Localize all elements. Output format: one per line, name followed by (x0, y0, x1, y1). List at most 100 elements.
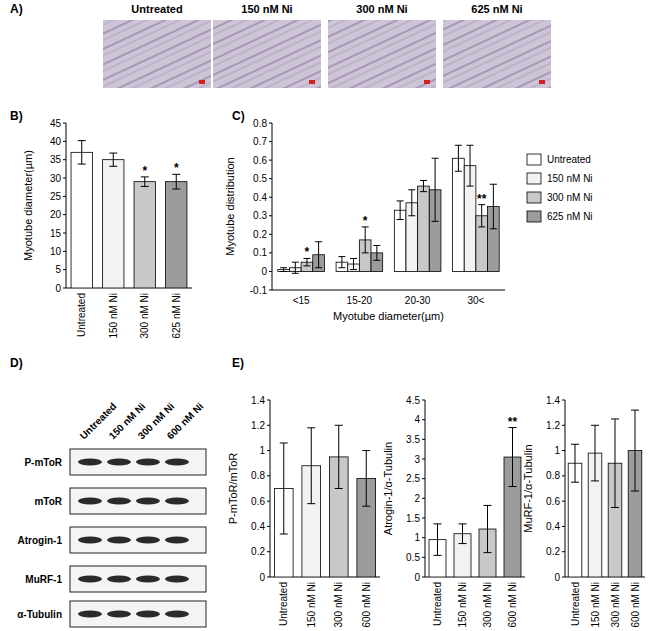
bar (134, 182, 155, 288)
bar (453, 158, 465, 271)
y-tick-label: 0.6 (546, 496, 560, 507)
error-cap (467, 186, 474, 187)
x-tick-label: 15-20 (347, 295, 373, 306)
error-cap (459, 543, 467, 544)
y-tick-label: 0.4 (546, 521, 560, 532)
y-tick (269, 290, 272, 291)
micrograph: 625 nM Ni (443, 3, 551, 88)
blot-row: P-mToR (24, 449, 206, 475)
band (107, 576, 131, 583)
error-line (283, 443, 284, 534)
blot-frame (70, 488, 206, 514)
error-cap (362, 506, 370, 507)
legend-swatch (527, 173, 541, 184)
band (136, 576, 160, 583)
bar (166, 182, 187, 288)
error-cap (432, 158, 439, 159)
y-tick (562, 450, 565, 451)
error-cap (571, 482, 579, 483)
error-bar (408, 190, 415, 216)
y-tick (422, 557, 425, 558)
y-tick (269, 141, 272, 142)
y-tick (422, 498, 425, 499)
y-tick-label: 5 (55, 264, 61, 275)
x-tick-label: Untreated (76, 293, 87, 337)
error-cap (420, 180, 427, 181)
error-cap (591, 480, 599, 481)
error-bar (467, 145, 474, 186)
y-tick (422, 419, 425, 420)
blot-row: MuRF-1 (25, 566, 206, 592)
error-bar (280, 443, 288, 534)
error-bar (303, 258, 310, 265)
legend-label: 625 nM Ni (547, 211, 593, 222)
y-tick (267, 551, 270, 552)
y-tick-label: 0.4 (251, 521, 265, 532)
y-tick (63, 196, 66, 197)
y-tick-label: 1.4 (251, 395, 265, 406)
y-tick (63, 214, 66, 215)
band (136, 537, 160, 544)
y-tick-label: 2.5 (406, 473, 420, 484)
error-cap (338, 256, 345, 257)
y-tick-label: 1 (554, 445, 560, 456)
scale-bar (199, 80, 205, 84)
y-axis-label: MuRF-1/α-Tubulin (522, 444, 534, 532)
legend-swatch (527, 192, 541, 203)
band (78, 459, 102, 466)
y-tick-label: 3.5 (406, 434, 420, 445)
annotations: ** (508, 415, 518, 429)
y-axis (425, 400, 426, 577)
y-tick-label: 20 (50, 209, 62, 220)
x-tick-label: 300 nM Ni (610, 582, 621, 628)
error-cap (280, 271, 287, 272)
error-line (176, 174, 177, 189)
y-tick (422, 459, 425, 460)
error-line (481, 205, 482, 227)
image (103, 20, 211, 88)
y-tick (267, 450, 270, 451)
error-cap (141, 186, 149, 187)
x-axis (272, 290, 505, 291)
y-axis (270, 400, 271, 577)
legend-swatch (527, 211, 541, 222)
y-tick-label: 4 (414, 414, 420, 425)
band (107, 498, 131, 505)
y-tick-label: 0.8 (546, 470, 560, 481)
error-line (635, 410, 636, 491)
y-tick-label: 0.8 (253, 118, 267, 129)
x-tick-label: 625 nM Ni (171, 293, 182, 339)
y-tick-label: 0.2 (253, 229, 267, 240)
error-cap (611, 418, 619, 419)
legend-label: 300 nM Ni (547, 192, 593, 203)
error-cap (315, 241, 322, 242)
y-axis (565, 400, 566, 577)
y-tick-label: 0.7 (253, 136, 267, 147)
error-bar (292, 262, 299, 273)
error-cap (397, 200, 404, 201)
y-tick-label: 0 (261, 266, 267, 277)
error-cap (490, 184, 497, 185)
y-tick-label: 1.2 (251, 420, 265, 431)
legend-label: 150 nM Ni (547, 173, 593, 184)
micrograph: 150 nM Ni (213, 3, 321, 88)
y-tick-label: 30 (50, 173, 62, 184)
error-cap (335, 488, 343, 489)
y-tick-label: 0.8 (251, 470, 265, 481)
blot-row: mToR (34, 488, 206, 514)
error-cap (459, 523, 467, 524)
error-cap (467, 145, 474, 146)
image (213, 20, 321, 88)
y-tick (267, 526, 270, 527)
row-label: P-mToR (24, 457, 62, 468)
y-tick (267, 577, 270, 578)
error-cap (280, 442, 288, 443)
y-tick-label: 1 (414, 532, 420, 543)
marks (568, 410, 642, 577)
band (136, 459, 160, 466)
error-bar (484, 505, 492, 552)
bar (418, 186, 430, 271)
error-cap (432, 221, 439, 222)
y-tick-label: 0.6 (253, 155, 267, 166)
panel-label: E) (232, 356, 244, 370)
